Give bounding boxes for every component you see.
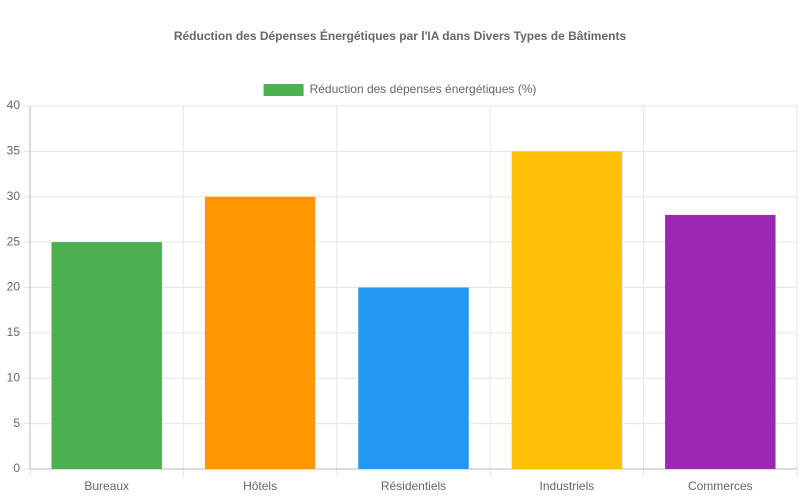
legend-swatch — [263, 84, 304, 96]
bar — [204, 196, 316, 469]
bar — [511, 151, 623, 469]
bar — [665, 214, 776, 469]
x-tick-label: Résidentiels — [381, 479, 446, 493]
y-tick-label: 40 — [7, 98, 21, 112]
y-tick-label: 35 — [7, 144, 21, 158]
y-tick-label: 0 — [13, 461, 20, 475]
y-tick-label: 25 — [7, 234, 21, 248]
x-tick-label: Commerces — [688, 479, 753, 493]
bar — [51, 242, 162, 469]
y-tick-label: 30 — [7, 189, 21, 203]
chart-title: Réduction des Dépenses Énergétiques par … — [174, 28, 627, 43]
y-tick-label: 20 — [7, 280, 21, 294]
bar — [358, 287, 469, 469]
x-tick-label: Industriels — [540, 479, 595, 493]
y-tick-label: 5 — [13, 416, 20, 430]
legend-label: Réduction des dépenses énergétiques (%) — [310, 82, 537, 96]
x-tick-label: Hôtels — [243, 479, 277, 493]
y-tick-label: 15 — [7, 325, 21, 339]
y-tick-label: 10 — [7, 370, 21, 384]
x-tick-label: Bureaux — [84, 479, 129, 493]
